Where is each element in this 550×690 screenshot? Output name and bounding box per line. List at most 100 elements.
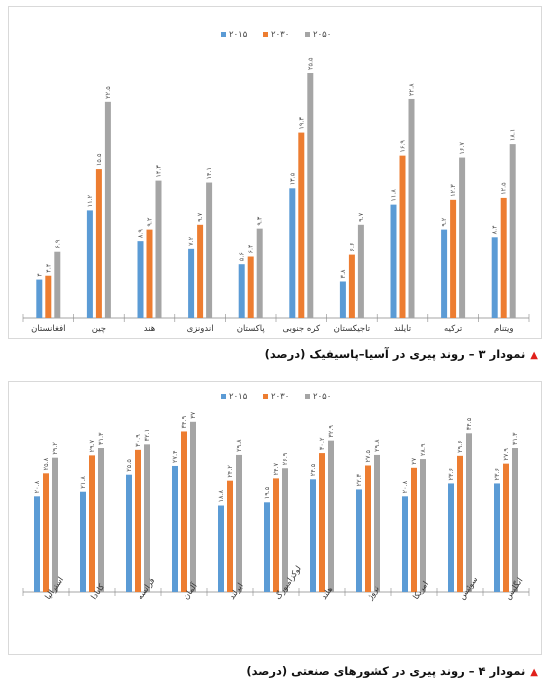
- bar-2-9: [466, 433, 472, 592]
- bar-0-0: [36, 279, 43, 318]
- data-label: ۶.۶: [348, 243, 356, 252]
- bar-1-9: [457, 455, 463, 592]
- bar-0-10: [494, 483, 500, 592]
- data-label: ۲۲.۳: [355, 473, 363, 486]
- bar-0-2: [126, 474, 132, 592]
- bar-1-6: [319, 453, 325, 592]
- data-label: ۱۲.۵: [500, 182, 508, 195]
- data-label: ۲۷.۴: [171, 450, 179, 463]
- data-label: ۶.۹: [53, 239, 61, 249]
- data-label: ۴: [35, 273, 43, 277]
- data-label: ۱۵.۵: [95, 153, 103, 166]
- data-label: ۸.۹: [137, 229, 145, 239]
- legend-swatch: [221, 32, 226, 37]
- data-label: ۳۱.۳: [97, 432, 105, 445]
- bar-0-8: [441, 229, 448, 318]
- red-triangle-icon: ▲: [530, 350, 538, 361]
- bar-1-7: [399, 155, 406, 318]
- data-label: ۹.۲: [146, 217, 154, 227]
- bar-1-10: [503, 463, 509, 592]
- data-label: ۱۱.۲: [86, 194, 94, 207]
- category-label: چین: [92, 324, 106, 334]
- category-label: ترکیه: [444, 324, 463, 334]
- bar-2-5: [282, 468, 288, 592]
- data-label: ۱۴.۳: [155, 165, 163, 178]
- bar-2-1: [104, 101, 111, 318]
- data-label: ۳۰.۲: [318, 437, 326, 450]
- data-label: ۱۶.۹: [399, 140, 407, 153]
- bar-1-0: [45, 275, 52, 318]
- bar-0-5: [264, 502, 270, 592]
- data-label: ۹.۷: [196, 212, 204, 222]
- bar-0-4: [218, 505, 224, 592]
- bar-1-4: [247, 256, 254, 318]
- data-label: ۲۲.۵: [104, 86, 112, 99]
- data-label: ۹.۷: [357, 212, 365, 222]
- data-label: ۲۴.۷: [272, 462, 280, 475]
- red-triangle-icon: ▲: [530, 667, 538, 678]
- figure-caption-3: ▲ نمودار ۳ – روند پیری در آسیا–پاسیفیک (د…: [265, 347, 538, 361]
- data-label: ۱۸.۱: [509, 129, 517, 142]
- data-label: ۲۴.۲: [226, 465, 234, 478]
- bar-0-9: [491, 237, 498, 318]
- bar-2-7: [374, 454, 380, 592]
- data-label: ۲۵.۵: [306, 57, 314, 70]
- bar-chart-industrial: ۲۰۱۵ ۲۰۳۰ ۲۰۵۰۲۰.۸۲۵.۸۲۹.۲استرالیا۲۱.۸۲۹.۷…: [22, 392, 530, 602]
- data-label: ۲۹.۸: [373, 439, 381, 452]
- bar-0-3: [172, 465, 178, 592]
- figure-caption-3-text: نمودار ۳ – روند پیری در آسیا–پاسیفیک (در…: [264, 347, 526, 361]
- bar-1-5: [298, 132, 305, 318]
- data-label: ۲۸.۹: [419, 443, 427, 456]
- bar-1-6: [348, 254, 355, 318]
- category-label: پاکستان: [237, 324, 266, 334]
- data-label: ۲۹.۲: [51, 442, 59, 455]
- data-label: ۲۷: [410, 457, 418, 464]
- data-label: ۲۳.۶: [493, 468, 501, 481]
- legend-swatch: [305, 32, 310, 37]
- bar-1-9: [500, 197, 507, 318]
- category-label: تاجیکستان: [334, 324, 371, 334]
- bar-1-8: [450, 199, 457, 318]
- data-label: ۳۲.۹: [327, 425, 335, 438]
- data-label: ۳۰.۹: [134, 434, 142, 447]
- bar-1-4: [227, 480, 233, 592]
- data-label: ۲۴.۵: [309, 463, 317, 476]
- data-label: ۱۳.۵: [288, 172, 296, 185]
- bar-0-7: [356, 489, 362, 592]
- data-label: ۲۶.۹: [281, 452, 289, 465]
- bar-2-6: [357, 224, 364, 318]
- bar-0-7: [390, 204, 397, 318]
- bar-0-8: [402, 496, 408, 592]
- legend-label: ۲۰۵۰: [313, 30, 331, 40]
- data-label: ۱۴.۱: [205, 167, 213, 180]
- bar-2-6: [328, 440, 334, 592]
- bar-2-2: [144, 444, 150, 592]
- bar-2-8: [459, 157, 466, 318]
- data-label: ۱۹.۵: [263, 486, 271, 499]
- data-label: ۱۱.۸: [390, 189, 398, 202]
- data-label: ۲۷.۵: [364, 449, 372, 462]
- data-label: ۵.۶: [238, 252, 246, 261]
- bar-0-3: [188, 248, 195, 318]
- figure-caption-4: ▲ نمودار ۴ – روند پیری در کشورهای صنعتی (…: [246, 664, 538, 678]
- bar-0-6: [339, 281, 346, 318]
- legend-item: ۲۰۵۰: [305, 30, 331, 40]
- legend-label: ۲۰۵۰: [313, 392, 331, 402]
- bar-2-7: [408, 98, 415, 318]
- bar-1-0: [43, 473, 49, 592]
- legend-label: ۲۰۱۵: [229, 30, 248, 40]
- bar-2-1: [98, 448, 104, 592]
- bar-1-1: [89, 455, 95, 592]
- data-label: ۸.۴: [491, 225, 499, 235]
- bar-0-4: [238, 264, 245, 318]
- bar-2-4: [236, 454, 242, 592]
- category-label: تایلند: [394, 324, 412, 334]
- data-label: ۱۹.۳: [297, 117, 305, 130]
- data-label: ۷.۲: [187, 236, 195, 246]
- data-label: ۲۵.۸: [42, 457, 50, 470]
- data-label: ۹.۳: [256, 216, 264, 226]
- bar-2-0: [52, 457, 58, 592]
- data-label: ۲۹.۸: [235, 439, 243, 452]
- data-label: ۳۴.۹: [180, 415, 188, 428]
- chart-panel-asia-pacific: ۲۰۱۵ ۲۰۳۰ ۲۰۵۰ ۴ ۴.۴ ۶.۹ افغانستان ۱۱.۲ ۱۵.۵ ۲۲.۵…: [8, 6, 542, 339]
